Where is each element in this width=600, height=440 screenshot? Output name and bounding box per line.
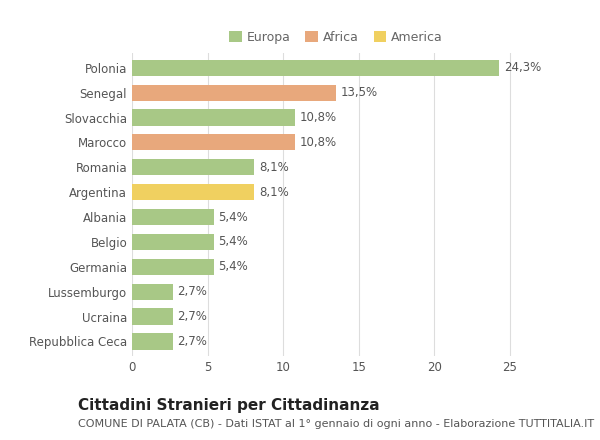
Text: 8,1%: 8,1% bbox=[259, 161, 289, 174]
Text: 10,8%: 10,8% bbox=[300, 111, 337, 124]
Bar bbox=[132, 110, 295, 125]
Bar bbox=[132, 234, 214, 250]
Text: 24,3%: 24,3% bbox=[504, 61, 541, 74]
Text: 10,8%: 10,8% bbox=[300, 136, 337, 149]
Legend: Europa, Africa, America: Europa, Africa, America bbox=[224, 26, 448, 49]
Text: 2,7%: 2,7% bbox=[178, 310, 207, 323]
Text: 8,1%: 8,1% bbox=[259, 186, 289, 198]
Bar bbox=[132, 308, 173, 325]
Bar bbox=[132, 60, 499, 76]
Text: 5,4%: 5,4% bbox=[218, 235, 248, 249]
Text: 5,4%: 5,4% bbox=[218, 211, 248, 224]
Text: 13,5%: 13,5% bbox=[341, 86, 377, 99]
Bar bbox=[132, 159, 254, 176]
Bar bbox=[132, 134, 295, 150]
Bar bbox=[132, 184, 254, 200]
Bar bbox=[132, 209, 214, 225]
Text: COMUNE DI PALATA (CB) - Dati ISTAT al 1° gennaio di ogni anno - Elaborazione TUT: COMUNE DI PALATA (CB) - Dati ISTAT al 1°… bbox=[78, 419, 594, 429]
Text: Cittadini Stranieri per Cittadinanza: Cittadini Stranieri per Cittadinanza bbox=[78, 398, 380, 413]
Bar bbox=[132, 284, 173, 300]
Text: 2,7%: 2,7% bbox=[178, 335, 207, 348]
Text: 2,7%: 2,7% bbox=[178, 285, 207, 298]
Bar bbox=[132, 259, 214, 275]
Bar bbox=[132, 334, 173, 349]
Bar bbox=[132, 84, 336, 101]
Text: 5,4%: 5,4% bbox=[218, 260, 248, 273]
